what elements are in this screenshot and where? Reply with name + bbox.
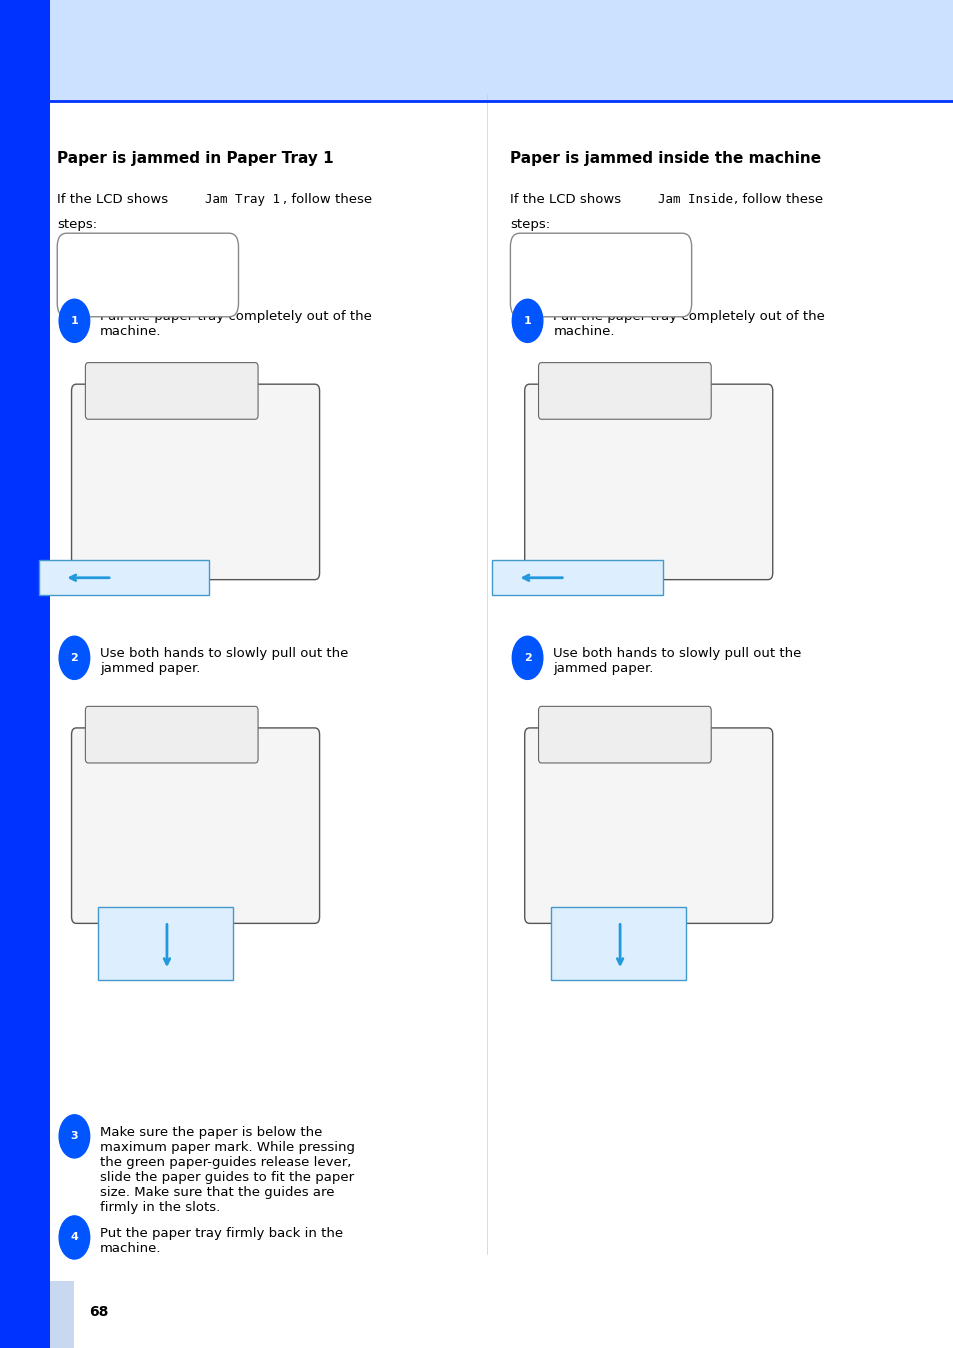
Circle shape [59, 1216, 90, 1259]
FancyBboxPatch shape [492, 561, 661, 594]
Circle shape [59, 299, 90, 342]
Text: 2: 2 [71, 652, 78, 663]
Text: If the LCD shows: If the LCD shows [57, 193, 172, 206]
Text: , follow these: , follow these [733, 193, 821, 206]
Text: 1: 1 [523, 315, 531, 326]
FancyBboxPatch shape [0, 0, 953, 101]
Text: 1: 1 [71, 315, 78, 326]
FancyBboxPatch shape [57, 233, 238, 317]
Text: If the LCD shows: If the LCD shows [510, 193, 625, 206]
FancyBboxPatch shape [0, 1281, 74, 1348]
FancyBboxPatch shape [510, 233, 691, 317]
Circle shape [512, 299, 542, 342]
FancyBboxPatch shape [39, 561, 209, 594]
Circle shape [512, 636, 542, 679]
Text: 68: 68 [90, 1305, 109, 1318]
Text: Put the paper tray firmly back in the
machine.: Put the paper tray firmly back in the ma… [100, 1227, 343, 1255]
Text: steps:: steps: [510, 218, 550, 232]
Circle shape [59, 636, 90, 679]
Text: , follow these: , follow these [283, 193, 372, 206]
Text: 4: 4 [71, 1232, 78, 1243]
FancyBboxPatch shape [0, 0, 50, 1348]
FancyBboxPatch shape [86, 706, 257, 763]
Circle shape [59, 1115, 90, 1158]
Text: Pull the paper tray completely out of the
machine.: Pull the paper tray completely out of th… [100, 310, 372, 338]
Text: Use both hands to slowly pull out the
jammed paper.: Use both hands to slowly pull out the ja… [100, 647, 348, 675]
Text: Jam Tray 1: Jam Tray 1 [205, 193, 280, 206]
FancyBboxPatch shape [551, 907, 685, 980]
FancyBboxPatch shape [537, 706, 711, 763]
Text: 3: 3 [71, 1131, 78, 1142]
FancyBboxPatch shape [537, 363, 711, 419]
Text: Pull the paper tray completely out of the
machine.: Pull the paper tray completely out of th… [553, 310, 824, 338]
FancyBboxPatch shape [524, 384, 772, 580]
Text: Jam Inside: Jam Inside [531, 268, 602, 282]
Text: Make sure the paper is below the
maximum paper mark. While pressing
the green pa: Make sure the paper is below the maximum… [100, 1126, 355, 1213]
FancyBboxPatch shape [71, 384, 319, 580]
Text: Paper is jammed in Paper Tray 1: Paper is jammed in Paper Tray 1 [57, 151, 334, 166]
Text: 2: 2 [523, 652, 531, 663]
Text: steps:: steps: [57, 218, 97, 232]
Text: Paper is jammed inside the machine: Paper is jammed inside the machine [510, 151, 821, 166]
FancyBboxPatch shape [98, 907, 233, 980]
Text: Jam Tray 1: Jam Tray 1 [78, 268, 150, 282]
FancyBboxPatch shape [86, 363, 257, 419]
Text: Use both hands to slowly pull out the
jammed paper.: Use both hands to slowly pull out the ja… [553, 647, 801, 675]
FancyBboxPatch shape [71, 728, 319, 923]
FancyBboxPatch shape [524, 728, 772, 923]
Text: Jam Inside: Jam Inside [658, 193, 733, 206]
